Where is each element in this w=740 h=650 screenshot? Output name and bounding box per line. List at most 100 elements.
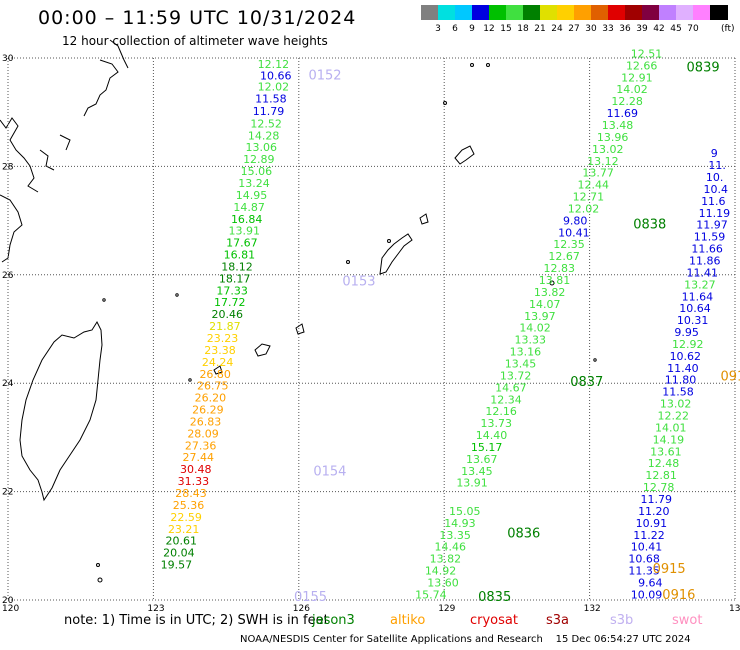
- wave-height-value: 13.02: [592, 143, 624, 156]
- wave-height-value: 11.80: [665, 374, 697, 387]
- legend-label: 12: [483, 24, 495, 34]
- legend-swatch: [540, 5, 558, 20]
- wave-height-value: 11.20: [638, 505, 670, 518]
- wave-height-value: 10.4: [703, 183, 728, 196]
- legend-label: 18: [517, 24, 529, 34]
- wave-height-value: 16.84: [231, 213, 262, 226]
- wave-height-value: 10.68: [628, 553, 660, 566]
- wave-height-value: 13.72: [500, 369, 531, 382]
- wave-height-value: 13.06: [245, 141, 277, 154]
- wave-height-observations: 12.1210.6612.0211.5811.7912.5214.2813.06…: [161, 47, 730, 601]
- wave-height-value: 13.45: [505, 357, 537, 370]
- wave-height-value: 11.64: [682, 290, 714, 303]
- wave-height-value: 12.83: [544, 262, 576, 275]
- legend-label: 24: [551, 24, 563, 34]
- wave-height-value: 13.82: [430, 553, 462, 566]
- wave-height-value: 11.79: [253, 105, 284, 118]
- wave-height-value: 12.48: [648, 457, 680, 470]
- wave-height-value: 11.40: [667, 362, 699, 375]
- wave-height-value: 11.35: [628, 565, 660, 578]
- wave-height-value: 13.16: [510, 346, 542, 359]
- lon-tick-label: 126: [293, 604, 310, 614]
- legend-label: 6: [452, 24, 458, 34]
- wave-height-value: 17.33: [216, 284, 248, 297]
- pass-time-label: 0152: [308, 69, 341, 84]
- lat-tick-label: 30: [2, 54, 14, 64]
- wave-height-value: 13.96: [597, 131, 629, 144]
- wave-height-value: 20.61: [166, 535, 198, 548]
- wave-height-value: 14.40: [476, 429, 508, 442]
- wave-height-value: 28.09: [187, 427, 219, 440]
- wave-height-value: 11.66: [691, 243, 723, 256]
- wave-height-value: 12.51: [631, 47, 663, 60]
- wave-height-value: 11.19: [699, 207, 731, 220]
- wave-height-value: 13.91: [229, 225, 260, 238]
- wave-height-value: 15.74: [415, 588, 447, 601]
- wave-height-value: 22.59: [170, 511, 202, 524]
- wave-height-value: 14.87: [233, 201, 265, 214]
- wave-height-value: 12.28: [611, 95, 643, 108]
- pass-time-label: 0839: [687, 61, 720, 76]
- wave-height-value: 12.67: [548, 250, 580, 263]
- wave-height-value: 23.38: [204, 344, 236, 357]
- wave-height-value: 12.16: [485, 405, 517, 418]
- wave-height-value: 13.02: [660, 398, 692, 411]
- wave-height-value: 11.59: [694, 231, 726, 244]
- legend-swatch: [693, 5, 711, 20]
- wave-height-value: 13.82: [534, 286, 566, 299]
- wave-height-value: 11.58: [255, 92, 287, 105]
- wave-height-value: 13.77: [582, 167, 614, 180]
- legend-swatch: [557, 5, 575, 20]
- legend-unit: (ft): [721, 24, 735, 34]
- legend-swatch: [591, 5, 609, 20]
- wave-height-value: 11.58: [662, 386, 694, 399]
- lon-tick-label: 132: [584, 604, 601, 614]
- lon-tick-label: 135: [729, 604, 740, 614]
- wave-height-value: 12.71: [573, 191, 605, 204]
- wave-height-value: 17.67: [226, 237, 258, 250]
- wave-height-value: 9.95: [674, 326, 699, 339]
- wave-height-value: 18.17: [219, 272, 251, 285]
- legend-swatch: [438, 5, 456, 20]
- wave-height-value: 18.12: [221, 260, 253, 273]
- wave-height-value: 14.92: [425, 565, 457, 578]
- wave-height-value: 10.64: [679, 302, 711, 315]
- wave-height-value: 11.6: [701, 195, 726, 208]
- legend-swatch: [472, 5, 490, 20]
- wave-height-value: 27.36: [185, 439, 217, 452]
- wave-height-value: 10.09: [631, 588, 663, 601]
- wave-height-value: 14.02: [616, 83, 648, 96]
- wave-height-value: 23.21: [168, 523, 200, 536]
- wave-height-value: 10.41: [558, 226, 590, 239]
- satellite-name: swot: [672, 613, 703, 628]
- pass-time-label: 0838: [633, 218, 666, 233]
- wave-height-value: 10.66: [260, 70, 292, 83]
- wave-height-value: 12.02: [568, 202, 600, 215]
- graticule: [7, 57, 736, 601]
- satellite-name: altiko: [390, 613, 426, 628]
- wave-height-value: 26.20: [195, 392, 227, 405]
- legend-label: 3: [435, 24, 441, 34]
- wave-height-value: 12.34: [490, 393, 522, 406]
- wave-height-value: 12.81: [645, 469, 677, 482]
- lat-tick-label: 28: [2, 162, 14, 172]
- wave-height-value: 14.19: [653, 433, 685, 446]
- lon-tick-label: 123: [147, 604, 164, 614]
- satellite-name: s3b: [610, 613, 634, 628]
- credit-text: NOAA/NESDIS Center for Satellite Applica…: [240, 634, 543, 645]
- wave-height-value: 17.72: [214, 296, 246, 309]
- axis-tick-labels: 120 123 126 129 132 135 30 28 26 24 22 20: [2, 54, 740, 614]
- wave-height-value: 10.31: [677, 314, 709, 327]
- wave-height-value: 13.73: [481, 417, 513, 430]
- miyako-coastline: [295, 323, 305, 335]
- wave-height-value: 24.24: [202, 356, 234, 369]
- satellite-name: jason3: [312, 613, 355, 628]
- legend-label: 45: [670, 24, 682, 34]
- coastline-layer: [0, 39, 597, 583]
- wave-height-value: 31.33: [178, 475, 210, 488]
- wave-height-value: 12.02: [258, 81, 290, 94]
- wave-height-value: 13.60: [427, 576, 459, 589]
- legend-label: 9: [469, 24, 475, 34]
- wave-height-value: 19.57: [161, 559, 193, 572]
- pass-time-label: 0915: [653, 562, 686, 577]
